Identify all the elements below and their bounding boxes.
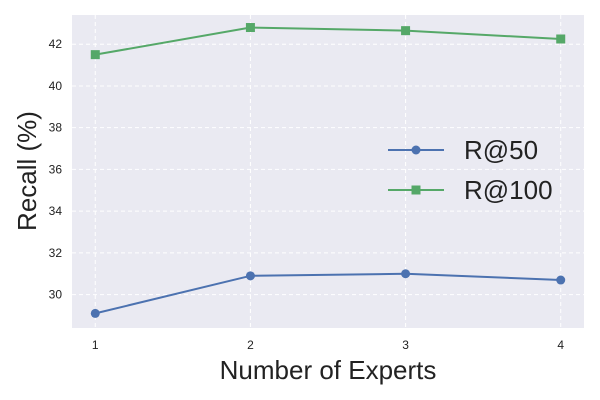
x-tick-label: 3	[402, 338, 409, 352]
y-tick-label: 38	[49, 121, 63, 135]
legend-marker	[411, 145, 421, 155]
y-tick-label: 32	[49, 246, 63, 260]
x-tick-label: 1	[92, 338, 99, 352]
x-tick-label: 4	[557, 338, 564, 352]
data-point	[245, 23, 255, 33]
y-tick-label: 42	[49, 37, 63, 51]
x-tick-label: 2	[247, 338, 254, 352]
plot-area	[72, 15, 584, 328]
y-tick-label: 34	[49, 204, 63, 218]
legend-label: R@100	[464, 175, 553, 205]
legend-marker	[411, 185, 421, 195]
y-tick-label: 40	[49, 79, 63, 93]
legend-label: R@50	[464, 135, 538, 165]
y-tick-labels: 30 32 34 36 38 40 42	[49, 37, 63, 301]
data-point	[90, 50, 100, 60]
data-point	[401, 26, 411, 36]
legend: R@50 R@100	[388, 135, 553, 205]
series-line-0	[95, 272, 561, 315]
data-point	[245, 271, 255, 281]
x-tick-labels: 1 2 3 4	[92, 338, 564, 352]
series-group	[90, 23, 566, 318]
y-tick-label: 36	[49, 162, 63, 176]
data-point	[556, 34, 566, 44]
series-line-1	[95, 26, 561, 56]
data-point	[556, 275, 566, 285]
x-axis-title: Number of Experts	[220, 355, 437, 385]
data-point	[401, 269, 411, 279]
y-tick-label: 30	[49, 288, 63, 302]
y-axis-title: Recall (%)	[12, 111, 42, 231]
data-point	[90, 308, 100, 318]
